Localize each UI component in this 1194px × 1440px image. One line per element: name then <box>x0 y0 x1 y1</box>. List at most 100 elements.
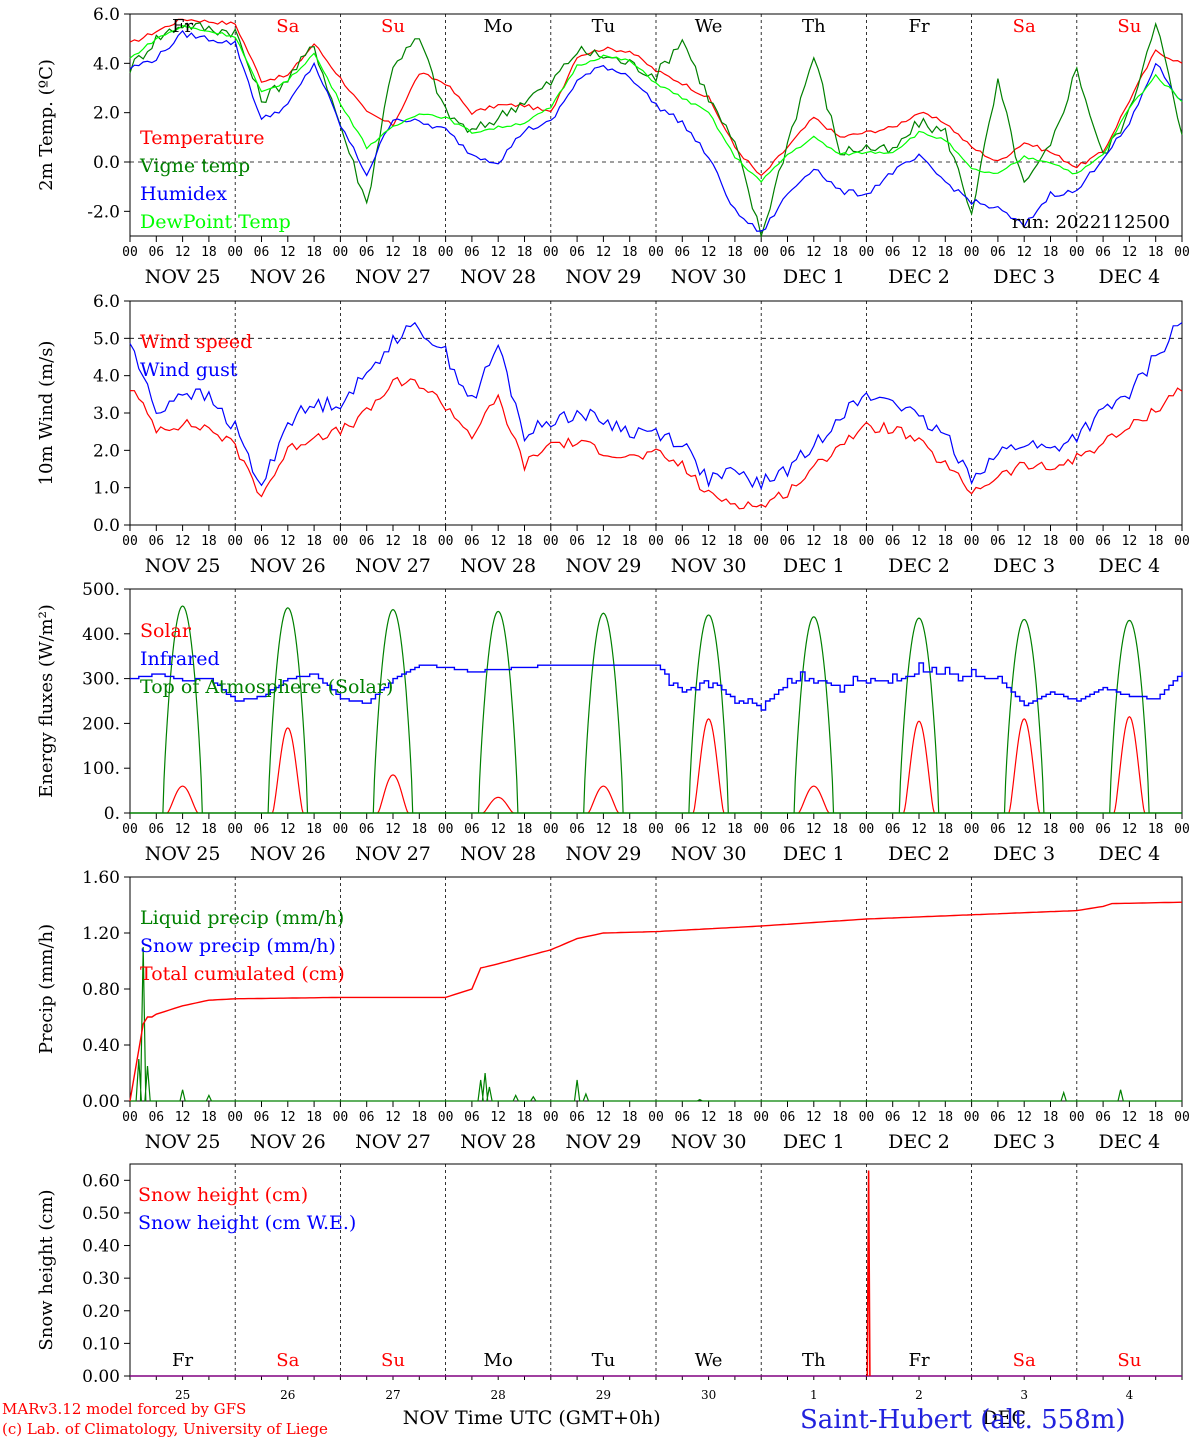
x-hour-label: 00 <box>122 1110 138 1125</box>
x-hour-label: 06 <box>674 822 690 837</box>
infrared-line <box>130 662 1183 711</box>
y-tick-label: 0.60 <box>82 1171 120 1191</box>
x-day-number: 30 <box>701 1388 716 1402</box>
x-hour-label: 06 <box>464 1110 480 1125</box>
legend-entry: Temperature <box>140 127 264 149</box>
x-hour-label: 18 <box>832 245 848 260</box>
x-hour-label: 18 <box>937 245 953 260</box>
y-axis-title: 10m Wind (m/s) <box>36 341 57 486</box>
liquid-precip-line <box>130 946 1182 1102</box>
x-date-label: NOV 26 <box>250 1131 326 1153</box>
x-hour-label: 06 <box>359 245 375 260</box>
day-name-label: Sa <box>1013 1350 1036 1371</box>
x-date-label: NOV 28 <box>460 266 536 288</box>
x-hour-label: 12 <box>175 822 191 837</box>
day-name-label: Su <box>1117 16 1141 37</box>
y-tick-label: 0. <box>104 804 120 824</box>
x-hour-label: 06 <box>674 534 690 549</box>
x-hour-label: 12 <box>175 245 191 260</box>
legend-entry: Snow height (cm) <box>138 1184 308 1206</box>
x-date-label: DEC 2 <box>888 555 950 577</box>
x-day-number: 2 <box>915 1388 923 1402</box>
x-hour-label: 18 <box>1043 822 1059 837</box>
x-date-label: NOV 30 <box>671 555 747 577</box>
legend-entry: DewPoint Temp <box>140 211 291 233</box>
x-hour-label: 00 <box>648 245 664 260</box>
x-hour-label: 06 <box>1095 245 1111 260</box>
snow-height-spike <box>866 1170 871 1377</box>
x-hour-label: 12 <box>385 1110 401 1125</box>
day-name-label: Fr <box>172 1350 193 1371</box>
x-hour-label: 00 <box>753 245 769 260</box>
x-date-label: DEC 4 <box>1099 1131 1161 1153</box>
x-hour-label: 12 <box>1016 245 1032 260</box>
x-hour-label: 18 <box>306 245 322 260</box>
x-hour-label: 06 <box>780 245 796 260</box>
x-hour-label: 00 <box>753 822 769 837</box>
y-axis-title: 2m Temp. (ºC) <box>36 59 57 191</box>
day-name-label: Mo <box>484 16 513 37</box>
day-name-label: Th <box>802 16 826 37</box>
x-hour-label: 06 <box>359 534 375 549</box>
solar-curve <box>1113 715 1146 814</box>
x-date-label: NOV 26 <box>250 843 326 865</box>
x-hour-label: 12 <box>1016 1110 1032 1125</box>
x-hour-label: 18 <box>517 1110 533 1125</box>
x-hour-label: 00 <box>964 245 980 260</box>
x-date-label: NOV 28 <box>460 555 536 577</box>
x-day-number: 25 <box>175 1388 190 1402</box>
x-hour-label: 06 <box>359 822 375 837</box>
x-date-label: NOV 29 <box>565 1131 641 1153</box>
x-date-label: NOV 28 <box>460 843 536 865</box>
x-date-label: DEC 1 <box>783 555 845 577</box>
x-hour-label: 18 <box>727 1110 743 1125</box>
x-hour-label: 00 <box>964 1110 980 1125</box>
x-hour-label: 12 <box>385 534 401 549</box>
x-date-label: NOV 26 <box>250 555 326 577</box>
x-hour-label: 18 <box>832 534 848 549</box>
panel-precip: 1.60 1.20 0.80 0.40 0.00 Precip (mm/h) 00 06 12 1… <box>36 868 1190 1153</box>
x-hour-label: 12 <box>1122 245 1138 260</box>
day-name-label: Fr <box>908 1350 929 1371</box>
x-date-label: NOV 27 <box>355 1131 431 1153</box>
x-hour-label: 12 <box>701 245 717 260</box>
x-hour-label: 00 <box>1174 1110 1190 1125</box>
y-tick-label: 0.30 <box>82 1269 120 1289</box>
x-date-label: DEC 1 <box>783 1131 845 1153</box>
day-name-label: Tu <box>592 16 616 37</box>
x-hour-label: 06 <box>885 245 901 260</box>
x-hour-label: 00 <box>1069 1110 1085 1125</box>
x-hour-label: 00 <box>543 245 559 260</box>
x-hour-label: 18 <box>306 822 322 837</box>
x-hour-label: 12 <box>596 245 612 260</box>
x-hour-label: 18 <box>517 245 533 260</box>
x-hour-label: 00 <box>438 1110 454 1125</box>
x-hour-label: 18 <box>306 1110 322 1125</box>
x-date-label: NOV 25 <box>145 1131 221 1153</box>
x-hour-label: 00 <box>1069 822 1085 837</box>
x-hour-label: 06 <box>359 1110 375 1125</box>
x-hour-label: 06 <box>464 534 480 549</box>
x-hour-label: 18 <box>622 1110 638 1125</box>
day-name-label: Sa <box>276 16 299 37</box>
y-tick-label: 100. <box>82 759 120 779</box>
x-hour-label: 06 <box>148 534 164 549</box>
x-month-label: DEC <box>982 1407 1026 1429</box>
x-hour-label: 00 <box>333 822 349 837</box>
legend-entry: Vigne temp <box>139 155 250 177</box>
y-tick-label: 0.40 <box>82 1036 120 1056</box>
x-hour-label: 06 <box>464 245 480 260</box>
x-date-label: NOV 29 <box>565 266 641 288</box>
x-day-number: 29 <box>596 1388 611 1402</box>
solar-curve <box>482 796 514 814</box>
x-hour-label: 00 <box>648 534 664 549</box>
x-hour-label: 12 <box>1122 822 1138 837</box>
x-hour-label: 06 <box>990 534 1006 549</box>
x-hour-label: 18 <box>517 534 533 549</box>
y-tick-label: 0.00 <box>82 1367 120 1387</box>
day-name-label: Fr <box>908 16 929 37</box>
x-hour-label: 06 <box>464 822 480 837</box>
x-hour-label: 12 <box>280 822 296 837</box>
x-hour-label: 00 <box>438 822 454 837</box>
series-line-wind-speed <box>129 376 1183 510</box>
